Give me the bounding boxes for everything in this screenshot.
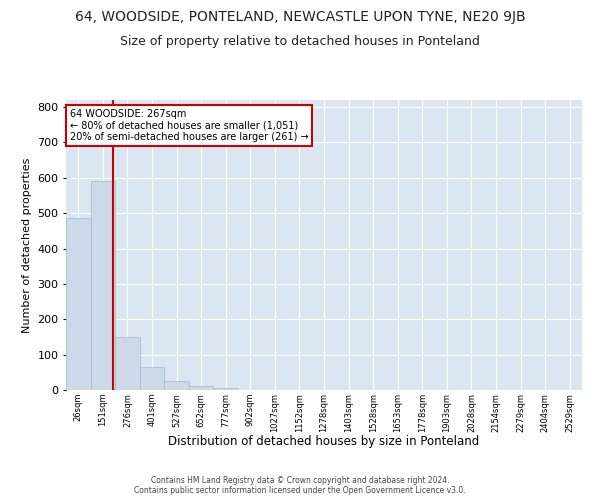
Bar [115,337,140,390]
Bar [91,182,115,390]
Y-axis label: Number of detached properties: Number of detached properties [22,158,32,332]
Bar [140,367,164,390]
Text: Size of property relative to detached houses in Ponteland: Size of property relative to detached ho… [120,35,480,48]
Text: Contains HM Land Registry data © Crown copyright and database right 2024.
Contai: Contains HM Land Registry data © Crown c… [134,476,466,495]
Bar [66,218,91,390]
Text: 64, WOODSIDE, PONTELAND, NEWCASTLE UPON TYNE, NE20 9JB: 64, WOODSIDE, PONTELAND, NEWCASTLE UPON … [74,10,526,24]
Bar [164,381,189,390]
Text: 64 WOODSIDE: 267sqm
← 80% of detached houses are smaller (1,051)
20% of semi-det: 64 WOODSIDE: 267sqm ← 80% of detached ho… [70,109,308,142]
Bar [189,386,214,390]
Text: Distribution of detached houses by size in Ponteland: Distribution of detached houses by size … [169,435,479,448]
Bar [214,388,238,390]
